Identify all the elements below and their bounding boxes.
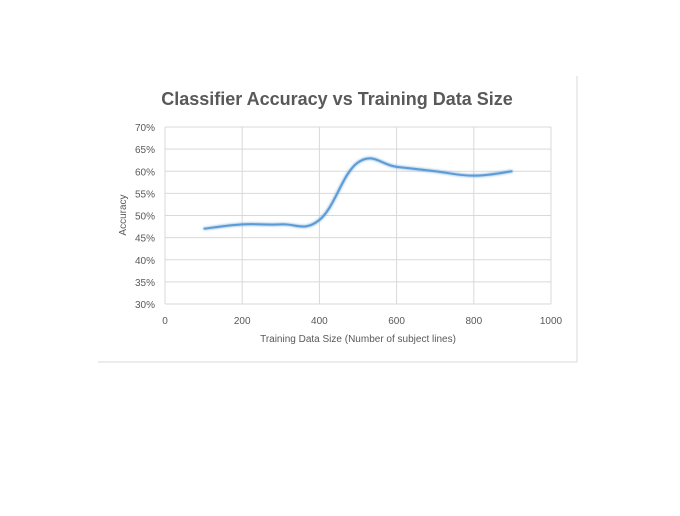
series-group: [203, 157, 513, 230]
x-tick-label: 1000: [540, 316, 563, 327]
x-tick-label: 400: [311, 316, 328, 327]
y-tick-label: 40%: [135, 256, 155, 267]
y-axis-ticks: 30% 35% 40% 45% 50% 55% 60% 65% 70%: [135, 123, 155, 311]
y-axis-label: Accuracy: [118, 194, 129, 235]
series-line: [203, 157, 513, 230]
x-tick-label: 200: [234, 316, 251, 327]
y-tick-label: 60%: [135, 167, 155, 178]
x-tick-label: 600: [388, 316, 405, 327]
y-tick-label: 65%: [135, 145, 155, 156]
x-tick-label: 800: [465, 316, 482, 327]
y-tick-label: 45%: [135, 234, 155, 245]
y-tick-label: 30%: [135, 300, 155, 311]
gridlines: [164, 126, 552, 305]
y-tick-label: 70%: [135, 123, 155, 134]
x-axis-label: Training Data Size (Number of subject li…: [260, 334, 456, 345]
chart-title: Classifier Accuracy vs Training Data Siz…: [161, 89, 513, 109]
y-tick-label: 50%: [135, 212, 155, 223]
y-tick-label: 55%: [135, 189, 155, 200]
x-axis-ticks: 0 200 400 600 800 1000: [162, 316, 562, 327]
y-tick-label: 35%: [135, 278, 155, 289]
x-tick-label: 0: [162, 316, 168, 327]
